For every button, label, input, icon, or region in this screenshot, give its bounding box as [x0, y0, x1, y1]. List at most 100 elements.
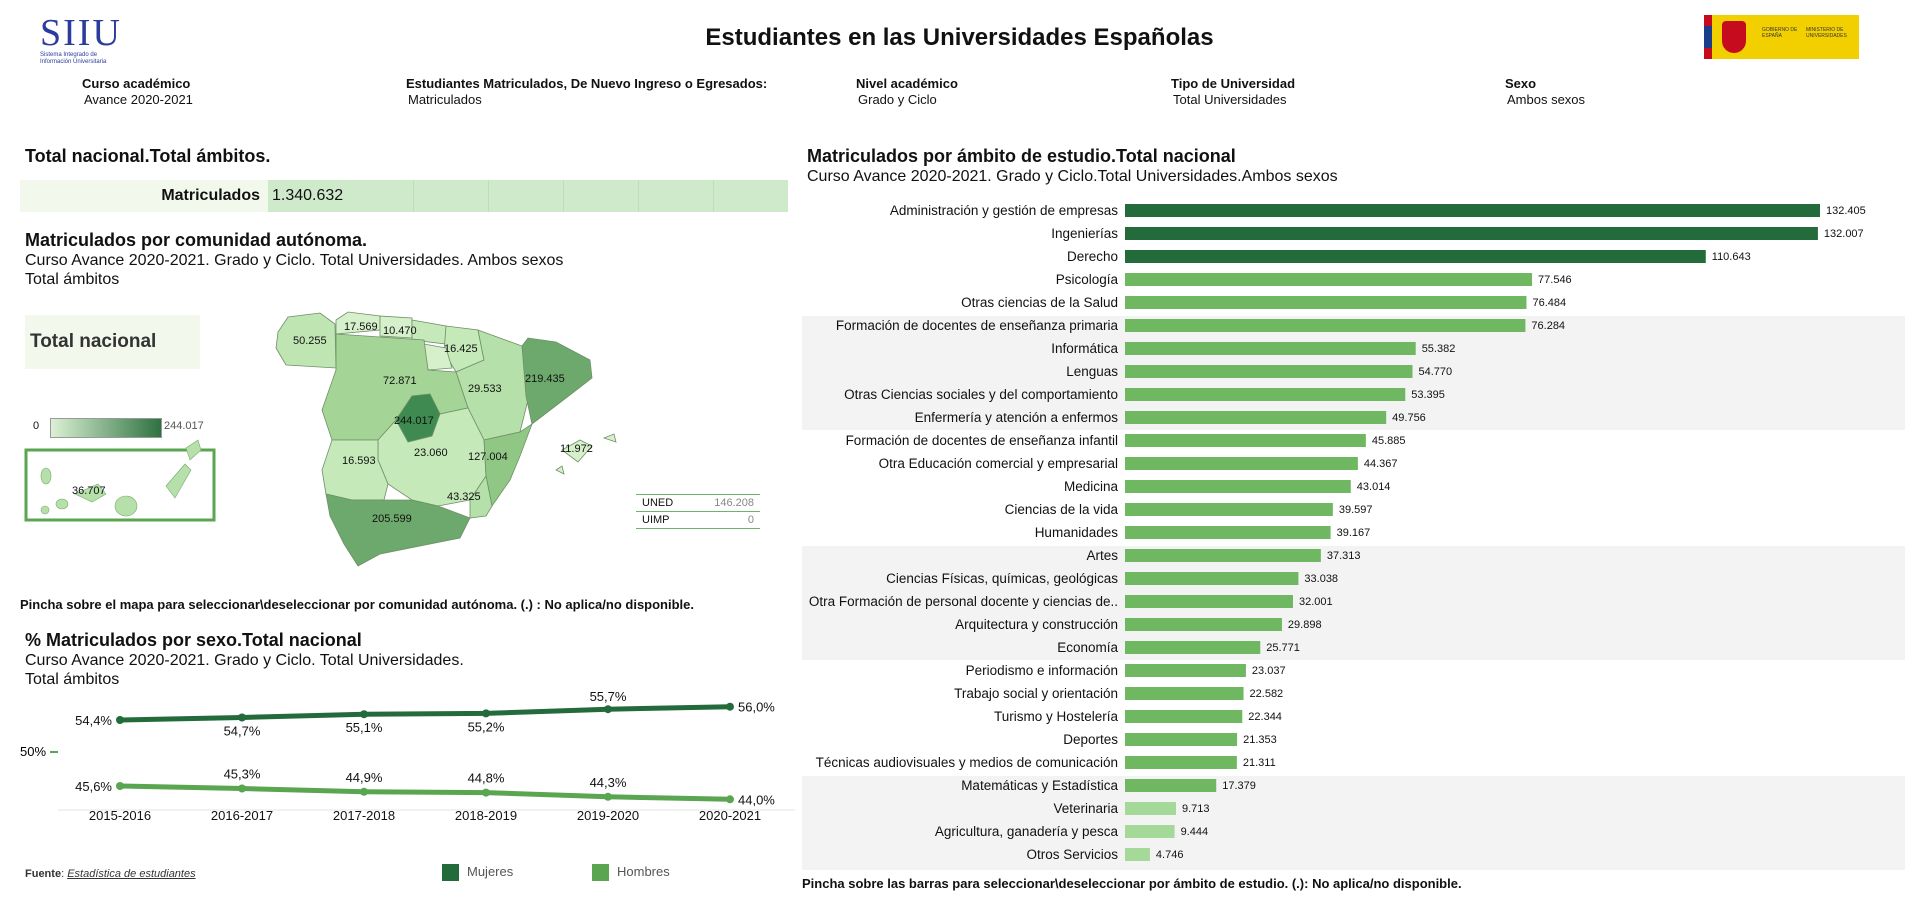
- bar[interactable]: [1125, 296, 1527, 309]
- category-label[interactable]: Medicina: [1064, 479, 1119, 494]
- series-line-hombres[interactable]: [119, 783, 731, 802]
- category-label[interactable]: Otros Servicios: [1026, 847, 1118, 862]
- category-label[interactable]: Ingenierías: [1051, 226, 1118, 241]
- bar[interactable]: [1125, 411, 1387, 424]
- island-el-hierro[interactable]: [40, 505, 50, 515]
- region-galicia[interactable]: [275, 312, 337, 369]
- kpi-value-cell[interactable]: 1.340.632: [268, 180, 788, 212]
- category-label[interactable]: Agricultura, ganadería y pesca: [935, 824, 1119, 839]
- data-point[interactable]: [238, 713, 246, 722]
- data-point[interactable]: [482, 709, 490, 718]
- bar[interactable]: [1125, 710, 1243, 723]
- region-baleares[interactable]: [561, 439, 593, 463]
- category-label[interactable]: Otras ciencias de la Salud: [961, 295, 1118, 310]
- bar[interactable]: [1125, 641, 1261, 654]
- category-label[interactable]: Otra Educación comercial y empresarial: [879, 456, 1118, 471]
- series-line-mujeres[interactable]: [119, 704, 731, 723]
- bar[interactable]: [1125, 549, 1321, 562]
- source-link[interactable]: Estadística de estudiantes: [67, 868, 196, 880]
- region-murcia[interactable]: [469, 474, 493, 519]
- data-point[interactable]: [482, 788, 490, 797]
- legend-mujeres[interactable]: Mujeres: [442, 864, 513, 882]
- kpi-row[interactable]: Matriculados 1.340.632: [20, 180, 788, 212]
- bar[interactable]: [1125, 595, 1293, 608]
- category-label[interactable]: Turismo y Hostelería: [994, 709, 1119, 724]
- category-label[interactable]: Derecho: [1067, 249, 1118, 264]
- region-cataluna[interactable]: [521, 337, 593, 425]
- uned-row[interactable]: UNED 146.208: [636, 494, 760, 511]
- region-menorca[interactable]: [602, 433, 617, 443]
- island-fuerteventura[interactable]: [165, 463, 192, 499]
- bar[interactable]: [1125, 434, 1366, 447]
- data-point[interactable]: [726, 702, 734, 711]
- bar[interactable]: [1125, 480, 1351, 493]
- category-label[interactable]: Psicología: [1056, 272, 1119, 287]
- filter-nivel-academico[interactable]: Nivel académico Grado y Ciclo: [856, 76, 958, 107]
- data-point[interactable]: [360, 710, 368, 719]
- filter-tipo-estudiante[interactable]: Estudiantes Matriculados, De Nuevo Ingre…: [406, 76, 768, 107]
- category-label[interactable]: Enfermería y atención a enfermos: [915, 410, 1119, 425]
- bar[interactable]: [1125, 779, 1217, 792]
- bar[interactable]: [1125, 664, 1246, 677]
- bar[interactable]: [1125, 204, 1820, 217]
- bar[interactable]: [1125, 457, 1358, 470]
- spain-map[interactable]: 50.255 17.569 10.470 16.425 72.871 29.53…: [0, 0, 800, 580]
- bar[interactable]: [1125, 503, 1333, 516]
- bar[interactable]: [1125, 365, 1413, 378]
- bar[interactable]: [1125, 250, 1706, 263]
- data-point[interactable]: [726, 795, 734, 804]
- category-label[interactable]: Humanidades: [1035, 525, 1119, 540]
- category-label[interactable]: Veterinaria: [1053, 801, 1118, 816]
- category-label[interactable]: Técnicas audiovisuales y medios de comun…: [816, 755, 1118, 770]
- bar[interactable]: [1125, 756, 1237, 769]
- legend-hombres[interactable]: Hombres: [592, 864, 670, 882]
- category-label[interactable]: Otra Formación de personal docente y cie…: [809, 594, 1118, 609]
- bar[interactable]: [1125, 526, 1331, 539]
- bar[interactable]: [1125, 687, 1244, 700]
- filter-tipo-universidad[interactable]: Tipo de Universidad Total Universidades: [1171, 76, 1296, 107]
- bar[interactable]: [1125, 319, 1526, 332]
- filter-sexo[interactable]: Sexo Ambos sexos: [1505, 76, 1586, 107]
- bar[interactable]: [1125, 227, 1818, 240]
- region-andalucia[interactable]: [325, 493, 471, 567]
- uned-uimp-table[interactable]: UNED 146.208 UIMP 0: [636, 494, 760, 529]
- category-label[interactable]: Lenguas: [1066, 364, 1118, 379]
- sex-line-chart[interactable]: 50% 54,4% 54,7% 55,1% 55,2% 55,7% 56,0% 45,6% 4…: [0, 690, 800, 830]
- bar[interactable]: [1125, 733, 1238, 746]
- category-label[interactable]: Informática: [1051, 341, 1118, 356]
- category-label[interactable]: Matemáticas y Estadística: [961, 778, 1118, 793]
- category-label[interactable]: Formación de docentes de enseñanza prima…: [836, 318, 1119, 333]
- category-label[interactable]: Otras Ciencias sociales y del comportami…: [844, 387, 1118, 402]
- data-point[interactable]: [116, 716, 124, 724]
- data-point[interactable]: [604, 705, 612, 714]
- bar[interactable]: [1125, 572, 1299, 585]
- category-label[interactable]: Economía: [1057, 640, 1118, 655]
- bar[interactable]: [1125, 273, 1533, 286]
- category-label[interactable]: Ciencias Físicas, químicas, geológicas: [886, 571, 1118, 586]
- island-gran-canaria[interactable]: [114, 495, 138, 517]
- category-label[interactable]: Deportes: [1063, 732, 1118, 747]
- island-lanzarote[interactable]: [185, 439, 202, 461]
- bar[interactable]: [1125, 342, 1416, 355]
- bar[interactable]: [1125, 848, 1150, 861]
- island-la-palma[interactable]: [40, 467, 52, 485]
- category-label[interactable]: Formación de docentes de enseñanza infan…: [846, 433, 1118, 448]
- total-nacional-button[interactable]: Total nacional: [25, 315, 200, 369]
- bar[interactable]: [1125, 825, 1175, 838]
- category-label[interactable]: Periodismo e información: [966, 663, 1118, 678]
- region-ibiza[interactable]: [555, 465, 565, 475]
- data-point[interactable]: [116, 782, 124, 790]
- filter-curso[interactable]: Curso académico Avance 2020-2021: [82, 76, 193, 107]
- category-label[interactable]: Administración y gestión de empresas: [890, 203, 1118, 218]
- category-label[interactable]: Trabajo social y orientación: [954, 686, 1118, 701]
- bar[interactable]: [1125, 388, 1406, 401]
- data-point[interactable]: [360, 787, 368, 796]
- category-label[interactable]: Artes: [1086, 548, 1118, 563]
- island-tenerife[interactable]: [74, 483, 107, 503]
- data-point[interactable]: [604, 792, 612, 801]
- island-la-gomera[interactable]: [55, 498, 69, 510]
- category-label[interactable]: Arquitectura y construcción: [955, 617, 1118, 632]
- uimp-row[interactable]: UIMP 0: [636, 511, 760, 529]
- data-point[interactable]: [238, 784, 246, 793]
